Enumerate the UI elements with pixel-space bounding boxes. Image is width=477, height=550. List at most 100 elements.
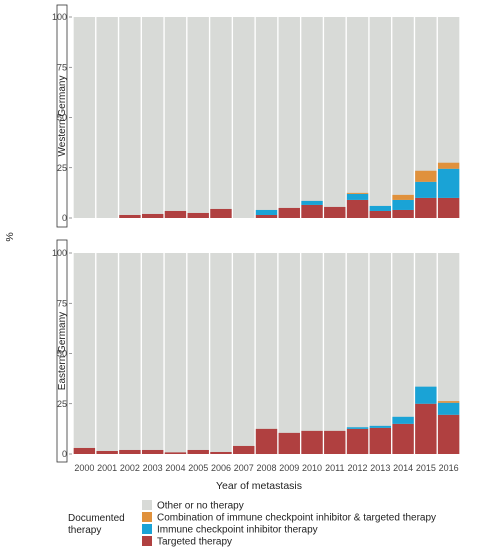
- bar-other-2008: [255, 17, 278, 218]
- facet-strip-western: [56, 4, 68, 228]
- legend-label-targeted: Targeted therapy: [157, 537, 232, 548]
- bar-other-2006: [210, 17, 232, 218]
- y-tick-label: 25: [57, 399, 67, 409]
- x-tick-label-2009: 2009: [279, 463, 299, 473]
- bar-targeted-2013: [369, 210, 392, 218]
- bar-other-2002: [119, 253, 141, 454]
- x-tick-label-2011: 2011: [325, 463, 344, 473]
- bar-targeted-2010: [301, 430, 323, 454]
- bar-other-2005: [187, 253, 209, 454]
- bar-targeted-2011: [324, 430, 346, 454]
- bar-targeted-2015: [415, 403, 437, 454]
- legend-label-combo: Combination of immune checkpoint inhibit…: [157, 513, 436, 524]
- bar-ici-2012: [346, 193, 369, 200]
- bar-other-2004: [164, 253, 187, 454]
- bar-other-2009: [278, 17, 300, 218]
- legend-swatch-other: [142, 500, 152, 510]
- bar-targeted-2000: [73, 447, 96, 454]
- bar-targeted-2009: [278, 432, 300, 454]
- y-tick-label: 75: [57, 298, 67, 308]
- bar-targeted-2006: [210, 451, 232, 454]
- facet-western-germany: Western Germany 0 25 50 75 100: [52, 4, 460, 228]
- bar-ici-2014: [392, 199, 414, 210]
- bar-targeted-2008: [255, 428, 278, 455]
- bar-targeted-2013: [369, 427, 392, 454]
- bar-other-2003: [141, 253, 164, 454]
- bar-targeted-2010: [301, 204, 323, 218]
- bar-combo-2016: [437, 401, 460, 403]
- x-tick-label-2006: 2006: [211, 463, 231, 473]
- x-tick-label-2005: 2005: [188, 463, 208, 473]
- bar-targeted-2016: [437, 414, 460, 454]
- bar-other-2004: [164, 17, 187, 218]
- bar-other-2001: [96, 253, 118, 454]
- legend-swatch-ici: [142, 524, 152, 534]
- bar-targeted-2002: [119, 214, 141, 218]
- bar-ici-2013: [369, 205, 392, 211]
- x-tick-label-2008: 2008: [256, 463, 276, 473]
- legend-swatch-targeted: [142, 536, 152, 546]
- bar-other-2005: [187, 17, 209, 218]
- bar-targeted-2004: [164, 210, 187, 218]
- bar-combo-2012: [346, 192, 369, 194]
- bar-targeted-2001: [96, 450, 118, 454]
- legend-title-line1: Documented: [68, 513, 125, 524]
- bar-other-2011: [324, 253, 346, 454]
- bar-other-2014: [392, 17, 414, 218]
- bar-other-2002: [119, 17, 141, 218]
- y-tick-label: 100: [52, 248, 67, 258]
- bar-targeted-2005: [187, 212, 209, 218]
- bar-ici-2015: [415, 181, 437, 198]
- bar-ici-2016: [437, 402, 460, 415]
- x-tick-label-2013: 2013: [370, 463, 390, 473]
- bar-targeted-2007: [233, 445, 255, 454]
- bar-other-2006: [210, 253, 232, 454]
- x-axis-title: Year of metastasis: [216, 480, 302, 492]
- bar-other-2001: [96, 17, 118, 218]
- bar-other-2014: [392, 253, 414, 454]
- bar-targeted-2003: [141, 213, 164, 218]
- x-tick-label-2002: 2002: [120, 463, 140, 473]
- facet-bars-western: [73, 17, 460, 218]
- y-tick-label: 25: [57, 163, 67, 173]
- bar-targeted-2012: [346, 199, 369, 218]
- bar-other-2009: [278, 253, 300, 454]
- bar-other-2012: [346, 253, 369, 454]
- x-tick-label-2016: 2016: [439, 463, 459, 473]
- x-tick-label-2001: 2001: [97, 463, 117, 473]
- legend-title-line2: therapy: [68, 525, 101, 536]
- facet-strip-label-eastern: Eastern Germany: [57, 312, 68, 390]
- bar-other-2013: [369, 17, 392, 218]
- facet-eastern-germany: Eastern Germany 0 25 50 75 100: [52, 239, 460, 463]
- bar-targeted-2002: [119, 449, 141, 454]
- bar-targeted-2005: [187, 449, 209, 454]
- y-axis-western: 0 25 50 75 100: [52, 12, 72, 223]
- bar-other-2010: [301, 17, 323, 218]
- x-tick-label-2010: 2010: [302, 463, 322, 473]
- bar-targeted-2015: [415, 197, 437, 218]
- bar-other-2012: [346, 17, 369, 218]
- x-tick-label-2003: 2003: [143, 463, 163, 473]
- y-tick-label: 75: [57, 62, 67, 72]
- bar-ici-2014: [392, 416, 414, 424]
- legend-label-ici: Immune checkpoint inhibitor therapy: [157, 525, 318, 536]
- bar-targeted-2014: [392, 209, 414, 218]
- bar-targeted-2009: [278, 207, 300, 218]
- bar-targeted-2008: [255, 214, 278, 218]
- bar-combo-2014: [392, 194, 414, 200]
- y-tick-label: 50: [57, 349, 67, 359]
- legend: Documented therapy Other or no therapyCo…: [68, 500, 436, 548]
- facet-strip-eastern: [56, 239, 68, 463]
- bar-other-2010: [301, 253, 323, 454]
- facet-strip-label-western: Western Germany: [57, 76, 68, 157]
- bar-other-2013: [369, 253, 392, 454]
- bar-ici-2016: [437, 168, 460, 198]
- bar-targeted-2006: [210, 208, 232, 218]
- x-tick-label-2004: 2004: [165, 463, 185, 473]
- bar-combo-2016: [437, 162, 460, 169]
- bar-other-2003: [141, 17, 164, 218]
- y-tick-label: 100: [52, 12, 67, 22]
- x-axis-ticks: 2000 2001 2002 2003 2004 2005 2006 2007 2008 2009…: [74, 463, 458, 473]
